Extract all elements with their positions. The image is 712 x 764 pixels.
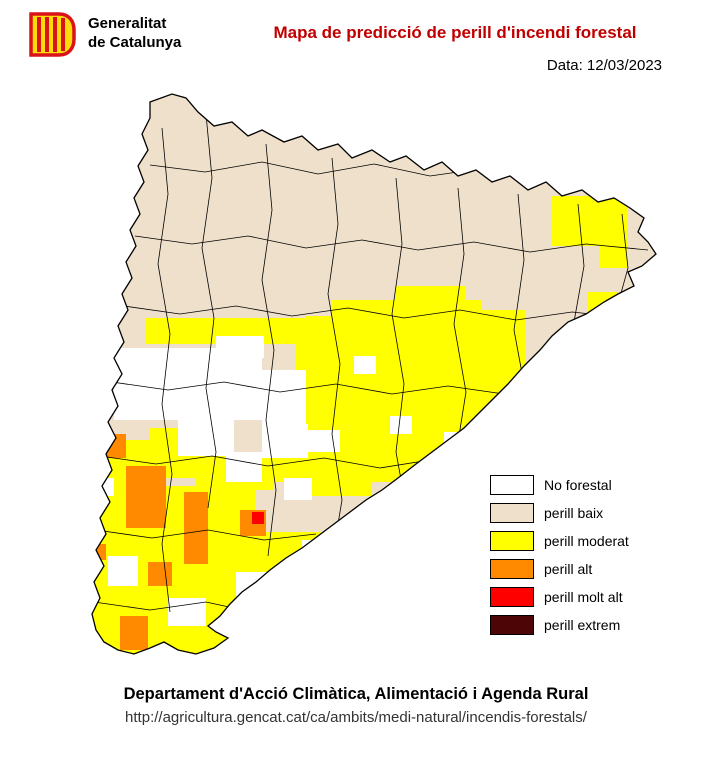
logo-text-line2: de Catalunya <box>88 34 182 51</box>
footer-url: http://agricultura.gencat.cat/ca/ambits/… <box>125 709 587 726</box>
logo-text: Generalitat de Catalunya <box>88 11 181 52</box>
legend-item: perill molt alt <box>490 583 629 611</box>
legend-label: perill baix <box>544 505 604 521</box>
legend-swatch <box>490 615 534 635</box>
legend-item: No forestal <box>490 471 629 499</box>
legend-label: perill extrem <box>544 617 621 633</box>
logo-text-line1: Generalitat <box>88 15 167 32</box>
header-logo: Generalitat de Catalunya <box>26 11 181 58</box>
legend-label: perill molt alt <box>544 589 623 605</box>
legend-swatch <box>490 587 534 607</box>
legend-item: perill baix <box>490 499 629 527</box>
legend-label: perill alt <box>544 561 593 577</box>
footer-department: Departament d'Acció Climàtica, Alimentac… <box>123 685 589 703</box>
map-title: Mapa de predicció de perill d'incendi fo… <box>273 23 637 42</box>
legend-swatch <box>490 503 534 523</box>
legend-swatch <box>490 559 534 579</box>
legend-swatch <box>490 531 534 551</box>
legend-item: perill extrem <box>490 611 629 639</box>
legend-label: perill moderat <box>544 533 629 549</box>
generalitat-logo-icon <box>29 12 76 57</box>
legend-item: perill alt <box>490 555 629 583</box>
map-date: Data: 12/03/2023 <box>546 57 662 74</box>
legend: No forestal perill baix perill moderat peri… <box>490 471 629 639</box>
legend-swatch <box>490 475 534 495</box>
legend-label: No forestal <box>544 477 612 493</box>
legend-item: perill moderat <box>490 527 629 555</box>
